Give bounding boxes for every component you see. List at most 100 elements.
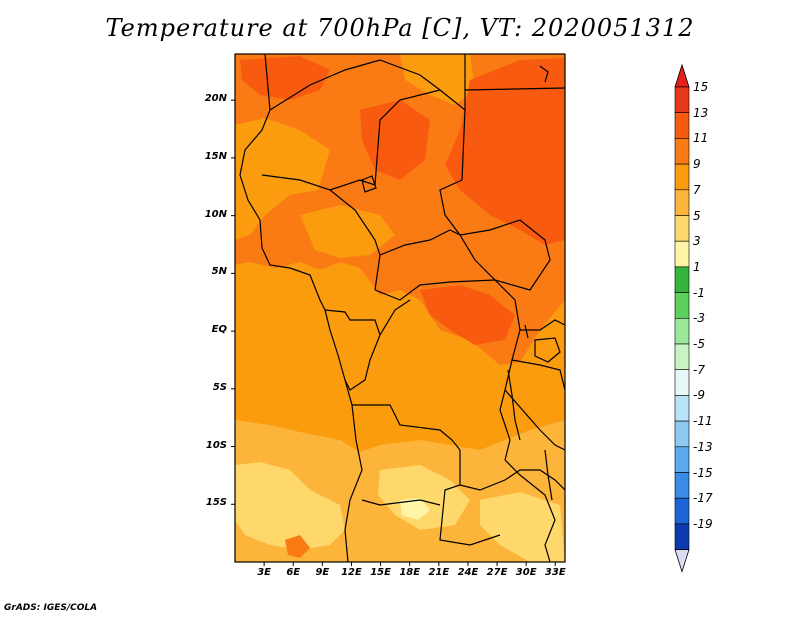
field-9-11-north-center: [400, 54, 475, 105]
field-9-11-sahel: [300, 205, 395, 258]
border-north-1: [269, 59, 381, 111]
colorbar-segment: [674, 523, 690, 550]
colorbar-label: 7: [693, 182, 701, 197]
lake-chad: [361, 175, 377, 193]
colorbar: [674, 63, 690, 573]
colorbar-segment: [674, 240, 690, 268]
colorbar-segment: [674, 343, 690, 371]
colorbar-label: 11: [693, 131, 709, 146]
colorbar-segment: [674, 163, 690, 191]
lat-tick-label: 15N: [204, 150, 227, 162]
field-9-11-west: [235, 118, 330, 240]
colorbar-label: -17: [693, 491, 713, 506]
colorbar-segment: [674, 420, 690, 448]
lake-malawi: [544, 449, 553, 501]
colorbar-label: 9: [693, 157, 701, 172]
border-drc-west: [379, 299, 411, 336]
field-5-7-southeast: [480, 492, 565, 562]
colorbar-label: 15: [693, 80, 709, 94]
colorbar-over-triangle: [674, 63, 690, 88]
field-13-15-northwest: [240, 56, 330, 100]
lake-tanganyika: [507, 369, 521, 441]
colorbar-segment: [674, 446, 690, 473]
colorbar-segment: [674, 292, 690, 319]
border-east-africa-1: [520, 319, 565, 331]
colorbar-label: -11: [693, 414, 713, 429]
lon-tick-label: 3E: [257, 567, 271, 578]
map-title: Temperature at 700hPa [C], VT: 202005131…: [105, 14, 695, 42]
temperature-field: [235, 54, 565, 562]
colorbar-segment: [674, 189, 690, 216]
field-11-13-southwest-spot: [285, 535, 310, 558]
border-tanzania: [504, 389, 565, 451]
colorbar-segment: [674, 266, 690, 293]
lat-tick-label: 10N: [204, 208, 227, 220]
border-sahel-2: [374, 89, 441, 186]
lon-tick-label: 18E: [399, 567, 421, 578]
colorbar-label: -13: [693, 439, 713, 454]
colorbar-label: 5: [693, 208, 701, 223]
colorbar-segment: [674, 112, 690, 139]
lon-tick-label: 12E: [341, 567, 362, 578]
border-chad-sudan: [439, 109, 466, 236]
lat-tick-label: 20N: [204, 93, 227, 105]
x-axis-ticks: [263, 562, 556, 566]
colorbar-segment: [674, 395, 690, 422]
lake-victoria: [534, 337, 561, 363]
lon-tick-label: 6E: [286, 567, 301, 578]
lat-tick-label: 5N: [211, 266, 227, 278]
colorbar-label: -5: [693, 337, 705, 351]
lon-tick-label: 27E: [486, 567, 508, 578]
colorbar-segment: [674, 86, 690, 114]
field-5-7-southwest: [235, 462, 345, 550]
colorbar-label: -1: [693, 285, 705, 300]
colorbar-segment: [674, 497, 690, 525]
field-3-5-south: [400, 498, 430, 520]
lon-tick-label: 24E: [457, 567, 479, 578]
grads-credit: GrADS: IGES/COLA: [4, 603, 98, 613]
map-frame: [234, 53, 566, 563]
border-sudan-east: [464, 87, 565, 91]
border-car-north: [379, 229, 496, 281]
lon-tick-label: 9E: [315, 567, 330, 578]
border-namibia: [361, 499, 441, 506]
border-car-south: [374, 279, 496, 301]
border-angola-north: [352, 404, 461, 451]
lat-tick-label: 15S: [205, 497, 227, 509]
field-13-15-northeast: [445, 58, 565, 245]
colorbar-label: 3: [693, 234, 701, 249]
colorbar-under-triangle: [674, 549, 690, 573]
lat-tick-label: 5S: [212, 381, 227, 393]
lake-kivu: [524, 324, 529, 339]
lat-tick-label: 10S: [205, 439, 227, 451]
colorbar-segment: [674, 317, 690, 345]
border-zambia: [459, 469, 565, 491]
nile-red-sea: [539, 65, 549, 83]
colorbar-segment: [674, 369, 690, 396]
border-nigeria-east: [329, 189, 381, 291]
colorbar-segment: [674, 215, 690, 242]
colorbar-label: -9: [693, 388, 705, 403]
border-south-sudan: [459, 219, 551, 291]
colorbar-label: -15: [693, 465, 713, 480]
coastline-west-africa: [239, 54, 363, 562]
lat-tick-label: EQ: [211, 324, 227, 336]
colorbar-label: -7: [693, 362, 705, 377]
colorbar-label: -3: [693, 311, 705, 326]
colorbar-label: 13: [693, 105, 709, 120]
colorbar-label: 1: [693, 259, 701, 274]
field-13-15-east-center: [420, 285, 515, 345]
border-east-africa-2: [511, 359, 565, 391]
colorbar-label: -19: [693, 516, 713, 531]
y-axis-ticks: [231, 99, 235, 505]
lon-tick-label: 21E: [428, 567, 450, 578]
country-borders: [239, 54, 565, 562]
lon-tick-label: 15E: [370, 567, 391, 578]
border-mozambique: [504, 459, 556, 562]
colorbar-segment: [674, 138, 690, 165]
lon-tick-label: 30E: [515, 567, 537, 578]
colorbar-segment: [674, 472, 690, 499]
field-5-7-south-center: [378, 465, 470, 530]
border-angola-east: [439, 450, 501, 546]
